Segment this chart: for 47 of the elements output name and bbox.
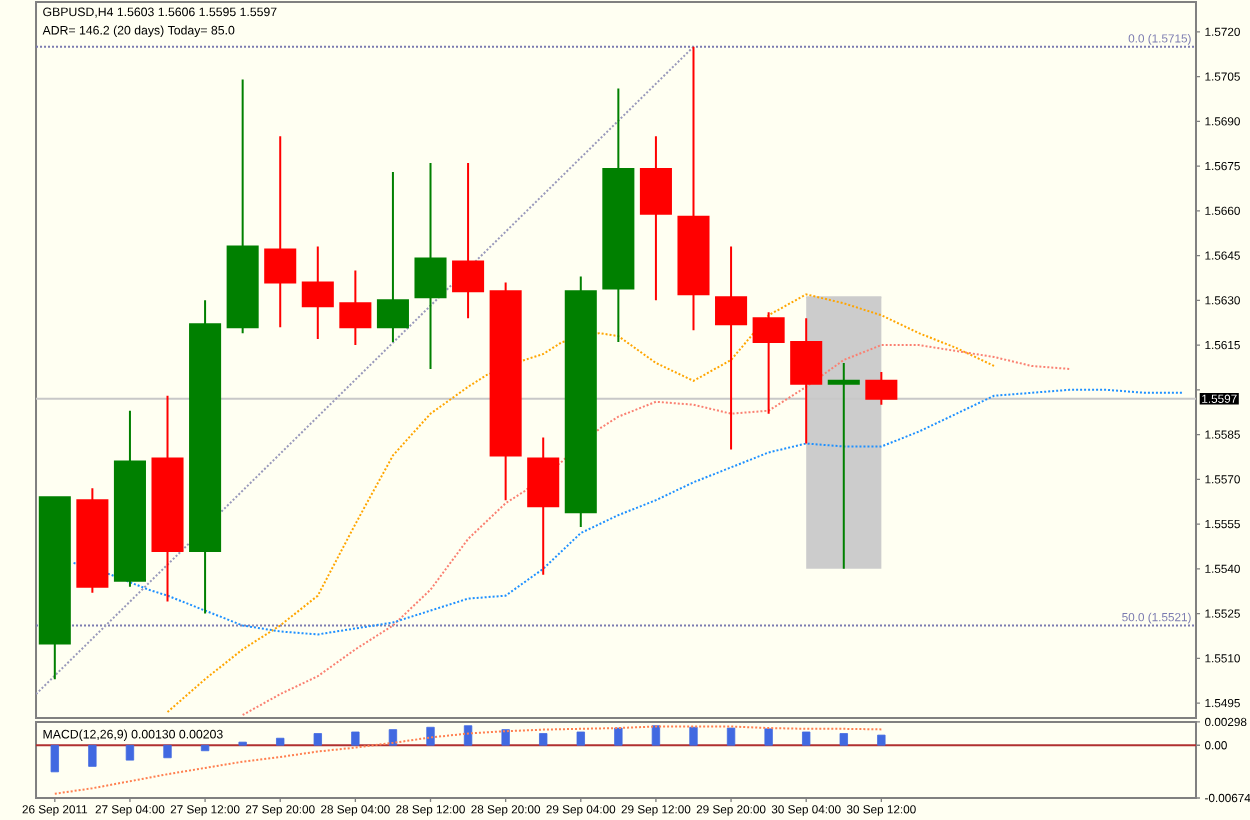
candlestick (564, 275, 597, 529)
bar (125, 744, 135, 761)
candlestick (376, 171, 409, 344)
bar (163, 744, 172, 759)
candlestick (790, 317, 823, 445)
bar (50, 744, 59, 773)
candlestick (527, 436, 560, 576)
candlestick (76, 487, 109, 594)
bar (576, 731, 585, 746)
bar (313, 733, 322, 746)
candlestick (264, 135, 297, 329)
bar (764, 728, 773, 746)
bar (726, 727, 736, 746)
line-series (241, 344, 1071, 716)
bar (614, 727, 623, 746)
candlestick (189, 299, 222, 615)
bar (877, 734, 886, 746)
bar (802, 731, 811, 746)
candlestick (226, 78, 259, 335)
bar (839, 733, 848, 746)
candlestick (865, 370, 898, 406)
candlestick (151, 394, 184, 603)
candlestick (452, 162, 485, 320)
candlestick (301, 245, 334, 341)
candlestick (414, 162, 447, 370)
bar (501, 729, 510, 746)
bar (276, 737, 285, 746)
bar (539, 733, 548, 746)
bar (200, 744, 210, 752)
candlestick (113, 409, 146, 588)
bar (426, 726, 435, 746)
candlestick (715, 245, 748, 451)
bar (689, 726, 698, 746)
candlestick (38, 496, 71, 681)
bar (351, 731, 360, 746)
bar (388, 729, 398, 746)
candlestick (677, 45, 710, 332)
line-series (166, 293, 996, 714)
candlestick (602, 87, 635, 344)
candlestick (639, 135, 672, 302)
candlestick (827, 361, 860, 570)
candlestick (489, 281, 522, 502)
candlestick (752, 311, 785, 415)
bar (463, 725, 473, 746)
bar (88, 744, 97, 767)
bar (651, 725, 661, 746)
candlestick (339, 269, 372, 347)
